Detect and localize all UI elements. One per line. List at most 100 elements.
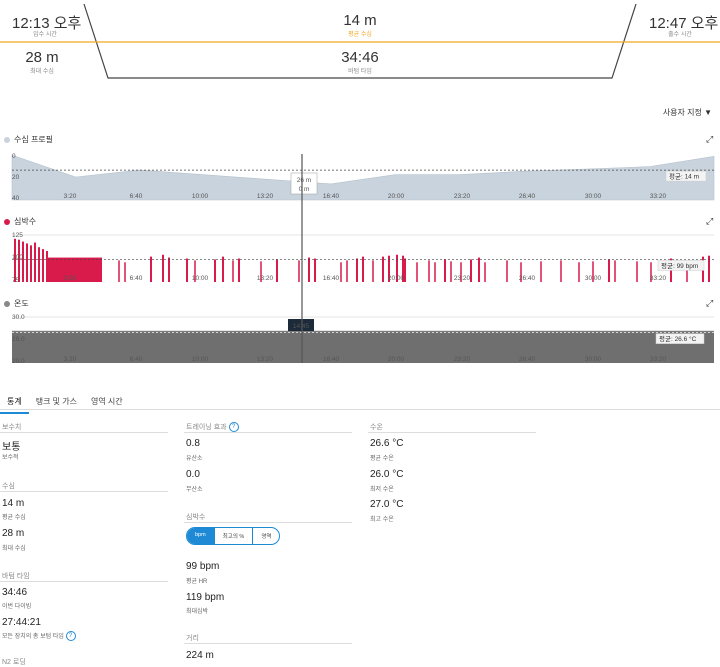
- max-depth-stat-label: 최대 수심: [2, 546, 26, 552]
- exit-time: 12:47 오후: [649, 15, 719, 32]
- hr-unit-zone[interactable]: 영역: [252, 528, 279, 544]
- temp-avg-text: 평균: 26.6 °C: [659, 334, 697, 343]
- hr-bar: [450, 261, 452, 282]
- conservatism-value: 보통: [2, 442, 21, 453]
- x-tick-label: 16:40: [323, 356, 340, 363]
- avg-temp-label: 평균 수온: [370, 456, 394, 462]
- divider: [368, 432, 536, 433]
- y-tick-label: 30.0: [12, 314, 25, 321]
- stats-tabs: 통계 탱크 및 가스 영역 시간: [0, 396, 130, 414]
- help-icon[interactable]: ?: [65, 631, 76, 642]
- x-tick-label: 10:00: [192, 193, 209, 200]
- hr-bar: [560, 260, 562, 282]
- customize-dropdown[interactable]: 사용자 지정 ▼: [663, 107, 712, 118]
- avg-depth-value: 14 m: [2, 498, 25, 509]
- entry-time: 12:13 오후: [12, 15, 82, 32]
- divider: [184, 643, 352, 644]
- divider: [0, 581, 168, 582]
- tab-stats[interactable]: 통계: [0, 396, 29, 414]
- hr-bar: [356, 258, 358, 282]
- hr-bar: [636, 261, 638, 282]
- avg-hr-label: 평균 HR: [186, 579, 208, 585]
- hr-bar: [238, 258, 240, 282]
- depth-area: [11, 154, 715, 201]
- max-depth-label: 최대 수심: [30, 69, 54, 75]
- hr-bar: [578, 262, 580, 282]
- distance-title: 거리: [186, 635, 199, 642]
- x-tick-label: 33:20: [650, 356, 667, 363]
- expand-icon[interactable]: ⤢: [706, 298, 714, 308]
- tab-zone-time[interactable]: 영역 시간: [90, 397, 123, 406]
- entry-time-label: 입수 시간: [33, 32, 57, 38]
- temp-panel-title: 온도: [4, 298, 29, 309]
- dive-charts[interactable]: 0 20 40 3:20 6:40 10:00 13:20 16:40 20:00 23:20 26…: [0, 145, 720, 370]
- divider: [0, 491, 168, 492]
- hr-bar: [22, 241, 24, 282]
- temp-avg-badge: [655, 333, 705, 344]
- hr-bar: [506, 260, 508, 282]
- hr-unit-bpm[interactable]: bpm: [187, 528, 214, 544]
- avg-hr-value: 99 bpm: [186, 561, 220, 572]
- hr-bar: [214, 259, 216, 282]
- y-tick-label: 20: [12, 174, 20, 181]
- hr-bar: [592, 261, 594, 282]
- distance-value: 224 m: [186, 650, 214, 661]
- x-tick-label: 13:20: [257, 275, 274, 282]
- hr-bar: [118, 260, 120, 282]
- x-tick-label: 23:20: [454, 356, 471, 363]
- hr-bar: [194, 260, 196, 282]
- hr-bar: [34, 242, 36, 282]
- max-temp-label: 최고 수온: [370, 517, 394, 523]
- avg-depth-label: 평균 수심: [348, 32, 372, 38]
- hr-bar: [372, 260, 374, 282]
- max-hr-label: 최대심박: [186, 609, 209, 615]
- hr-bar: [650, 262, 652, 282]
- x-tick-label: 33:20: [650, 275, 667, 282]
- aerobic-value: 0.8: [186, 438, 200, 449]
- hr-bar: [388, 255, 390, 282]
- hr-bar: [26, 243, 28, 282]
- y-tick-label: 75: [12, 277, 20, 284]
- conservatism-label: 보수적: [2, 455, 19, 461]
- hr-bar: [30, 245, 32, 282]
- x-tick-label: 10:00: [192, 275, 209, 282]
- help-icon[interactable]: ?: [228, 422, 239, 433]
- tab-tanks-gas[interactable]: 탱크 및 가스: [35, 397, 77, 406]
- y-tick-label: 125: [12, 232, 23, 239]
- max-hr-value: 119 bpm: [186, 592, 225, 603]
- hr-bar: [686, 262, 688, 282]
- x-tick-label: 20:00: [388, 193, 405, 200]
- y-tick-label: 100: [12, 254, 23, 261]
- aerobic-label: 유산소: [186, 456, 203, 462]
- conservatism-title: 보수치: [2, 424, 22, 431]
- hr-bar: [232, 260, 234, 282]
- x-tick-label: 3:20: [64, 275, 77, 282]
- exit-time-label: 출수 시간: [668, 32, 692, 38]
- hr-dense-block: [48, 257, 102, 282]
- dive-bottom-time-value: 34:46: [2, 587, 28, 598]
- depth-avg-badge: [665, 170, 707, 182]
- depth-tooltip-bottom: 0 m: [299, 186, 310, 193]
- depth-tooltip: [290, 172, 318, 195]
- y-tick-label: 0: [12, 153, 16, 160]
- temp-cursor-time: 14:45: [293, 323, 310, 330]
- hr-bar: [540, 261, 542, 282]
- avg-depth: 14 m: [343, 12, 377, 29]
- hr-unit-percent-max[interactable]: 최고의 %: [213, 528, 253, 544]
- training-effect-title: 트레이닝 효과 ?: [186, 422, 239, 433]
- expand-icon[interactable]: ⤢: [706, 216, 714, 226]
- hr-bar: [276, 259, 278, 282]
- hr-avg-text: 평균: 99 bpm: [661, 261, 698, 270]
- hr-bar: [444, 259, 446, 282]
- temp-area-lower: [12, 332, 714, 363]
- hr-bar: [346, 260, 348, 282]
- total-bottom-time-label: 모든 장치의 총 보텀 타임 ?: [2, 631, 76, 642]
- customize-label: 사용자 지정: [662, 108, 702, 117]
- hr-bar: [382, 256, 384, 282]
- expand-icon[interactable]: ⤢: [706, 134, 714, 144]
- x-tick-label: 3:20: [64, 193, 77, 200]
- hr-bar: [362, 256, 364, 282]
- hr-bar: [340, 262, 342, 282]
- x-tick-label: 6:40: [130, 193, 143, 200]
- chevron-down-icon: ▼: [704, 108, 712, 117]
